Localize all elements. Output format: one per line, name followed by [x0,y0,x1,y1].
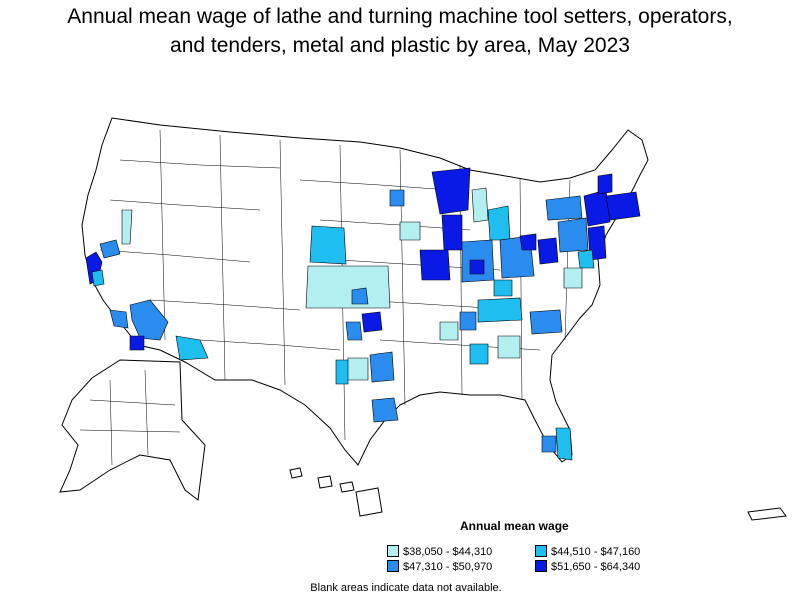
area-north-carolina [529,309,563,335]
legend-label-1: $38,050 - $44,310 [403,546,493,558]
legend-swatch-4 [535,560,547,572]
legend-label-3: $47,310 - $50,970 [403,561,493,573]
area-cincinnati [493,279,513,297]
area-dallas [369,351,395,383]
area-kentucky [477,297,523,323]
area-kansas [305,265,391,309]
area-west-texas [335,359,349,385]
area-san-jose [91,269,105,287]
area-tennessee-east [497,335,521,359]
area-nashville [459,311,477,331]
area-milwaukee [441,214,463,251]
legend-item-1: $38,050 - $44,310 [387,545,492,558]
area-san-diego [129,335,145,351]
legend-swatch-3 [387,560,399,572]
area-northern-illinois [419,249,451,281]
alaska-outline [59,359,206,501]
area-michigan-west [471,187,489,223]
area-wichita [351,287,369,305]
area-new-england [605,191,641,221]
alaska-boundaries [79,369,181,466]
area-florida-east [555,427,573,461]
area-maryland [563,267,583,289]
blank-areas-note: Blank areas indicate data not available. [310,582,502,594]
legend-label-2: $44,510 - $47,160 [551,546,641,558]
area-colorado-northeast [309,225,347,265]
area-philadelphia [577,249,595,269]
map-title: Annual mean wage of lathe and turning ma… [0,2,800,60]
legend-item-3: $47,310 - $50,970 [387,560,492,573]
legend-label-4: $51,650 - $64,340 [551,561,641,573]
area-new-york-east [583,189,611,227]
area-michigan-detroit [487,205,511,241]
area-cleveland [519,233,537,251]
legend-item-4: $51,650 - $64,340 [535,560,640,573]
legend-swatch-2 [535,545,547,557]
area-north-texas [345,357,369,381]
area-phoenix [175,335,209,361]
title-line-1: Annual mean wage of lathe and turning ma… [67,5,733,28]
area-houston [371,397,399,423]
area-alabama [469,343,489,365]
area-reno [121,209,133,245]
area-minneapolis [389,189,405,207]
area-indianapolis [469,259,485,275]
area-sacramento [99,239,121,259]
area-los-angeles [129,299,169,341]
area-pennsylvania-west [537,237,559,265]
title-line-2: and tenders, metal and plastic by area, … [170,34,630,57]
area-new-york-west [545,195,583,221]
legend-item-2: $44,510 - $47,160 [535,545,640,558]
area-florida-tampa [541,435,557,453]
area-northern-wisconsin [431,167,471,215]
legend-title: Annual mean wage [460,519,569,533]
area-pennsylvania-central [557,217,589,253]
area-iowa [399,221,421,241]
area-central-ca-coast [109,309,129,329]
colored-areas [85,167,641,461]
hawaii-islands [289,467,383,517]
legend-swatch-1 [387,545,399,557]
area-oklahoma-city [345,321,363,341]
area-new-jersey [587,225,607,261]
area-maine-nh [597,173,613,195]
area-tulsa [361,311,383,333]
puerto-rico-outline [747,507,787,521]
area-memphis [439,321,459,341]
